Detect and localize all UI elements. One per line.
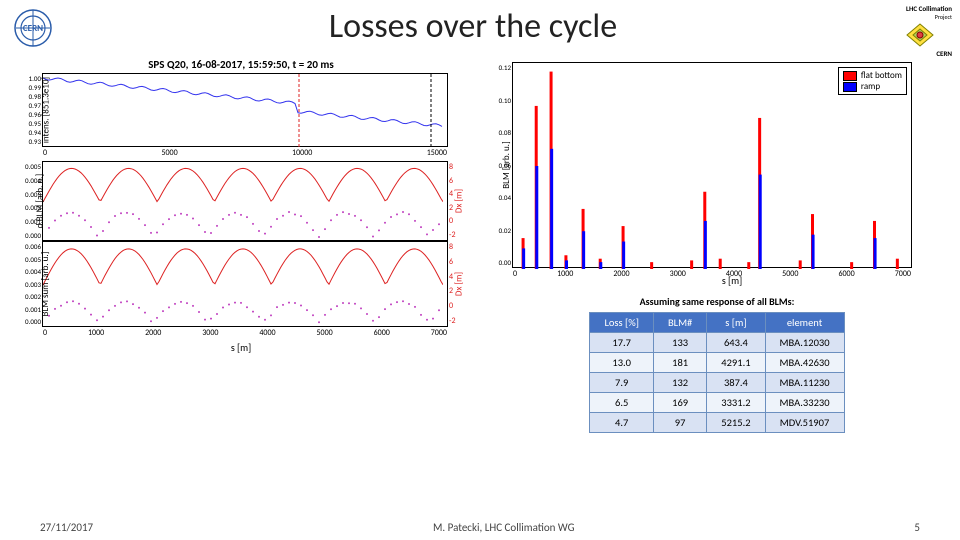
assumption-text: Assuming same response of all BLMs: <box>482 295 952 308</box>
project-logo: LHC Collimation Project CERN <box>888 4 952 58</box>
blm-table: Loss [%]BLM#s [m]element17.7133643.4MBA.… <box>589 312 844 433</box>
footer-date: 27/11/2017 <box>40 521 93 534</box>
left-chart-stack: SPS Q20, 16-08-2017, 15:59:50, t = 20 ms… <box>8 58 474 433</box>
svg-text:CERN: CERN <box>23 23 43 34</box>
footer-author: M. Patecki, LHC Collimation WG <box>433 521 575 534</box>
footer-page: 5 <box>914 521 920 534</box>
left-chart-title: SPS Q20, 16-08-2017, 15:59:50, t = 20 ms <box>8 58 474 71</box>
footer: 27/11/2017 M. Patecki, LHC Collimation W… <box>0 521 960 534</box>
chart-legend: flat bottomramp <box>838 67 907 95</box>
cern-logo: CERN <box>8 4 58 52</box>
left-xlabel: s [m] <box>8 341 474 354</box>
blm-chart: BLM [arb. u.] flat bottomramp 0.120.100.… <box>512 62 912 268</box>
page-title: Losses over the cycle <box>58 4 888 47</box>
